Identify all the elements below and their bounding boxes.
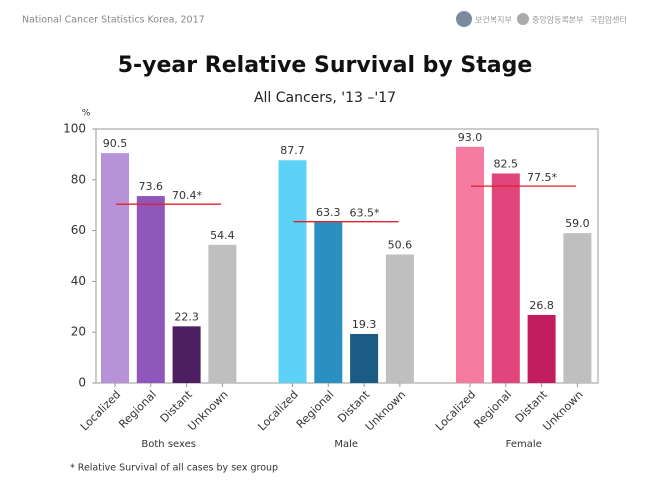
y-tick-label: 20 <box>71 325 86 339</box>
value-label: 73.6 <box>139 180 164 193</box>
plot-frame <box>95 128 599 384</box>
x-tick-label: Regional <box>116 388 159 431</box>
value-label: 59.0 <box>565 217 590 230</box>
bar <box>385 254 414 383</box>
value-label: 90.5 <box>103 137 128 150</box>
x-tick-label: Localized <box>433 388 478 433</box>
logo-text: 중앙암등록본부 <box>532 15 584 25</box>
reference-label: 63.5* <box>350 207 380 220</box>
bar <box>208 244 237 383</box>
y-tick-label: 40 <box>71 274 86 288</box>
chart-title: 5-year Relative Survival by Stage <box>118 53 533 78</box>
group-label: Female <box>506 439 542 450</box>
bar <box>314 222 343 383</box>
x-tick-label: Localized <box>78 388 123 433</box>
bar <box>350 333 379 383</box>
value-label: 82.5 <box>494 157 519 170</box>
bar <box>278 160 307 383</box>
logo-text: 국립암센터 <box>590 15 627 25</box>
y-tick-label: 0 <box>78 376 86 390</box>
value-label: 19.3 <box>352 318 377 331</box>
footnote: * Relative Survival of all cases by sex … <box>70 463 278 474</box>
logo-text: 보건복지부 <box>475 15 512 25</box>
logo-icon <box>456 11 472 27</box>
value-label: 93.0 <box>458 131 483 144</box>
value-label: 26.8 <box>529 299 554 312</box>
y-tick-label: 100 <box>63 122 86 136</box>
group-label: Male <box>334 439 358 450</box>
bar <box>527 314 556 383</box>
y-tick-label: 60 <box>71 223 86 237</box>
bar <box>172 326 201 383</box>
logo-icon <box>517 13 529 25</box>
y-unit: % <box>82 109 91 119</box>
value-label: 50.6 <box>388 238 413 251</box>
y-tick-label: 80 <box>71 172 86 186</box>
value-label: 22.3 <box>174 310 199 323</box>
value-label: 54.4 <box>210 229 235 242</box>
value-label: 87.7 <box>280 144 305 157</box>
bar <box>456 146 484 383</box>
reference-label: 77.5* <box>527 171 557 184</box>
x-tick-label: Regional <box>471 388 514 431</box>
bar <box>563 233 592 383</box>
bar <box>491 173 520 383</box>
chart-subtitle: All Cancers, '13 –'17 <box>254 90 396 106</box>
x-tick-label: Regional <box>294 388 337 431</box>
reference-label: 70.4* <box>172 189 202 202</box>
bar <box>101 153 129 383</box>
bar <box>136 196 165 383</box>
x-tick-label: Localized <box>255 388 300 433</box>
group-label: Both sexes <box>141 439 196 450</box>
value-label: 63.3 <box>316 206 341 219</box>
header-caption: National Cancer Statistics Korea, 2017 <box>22 15 205 26</box>
